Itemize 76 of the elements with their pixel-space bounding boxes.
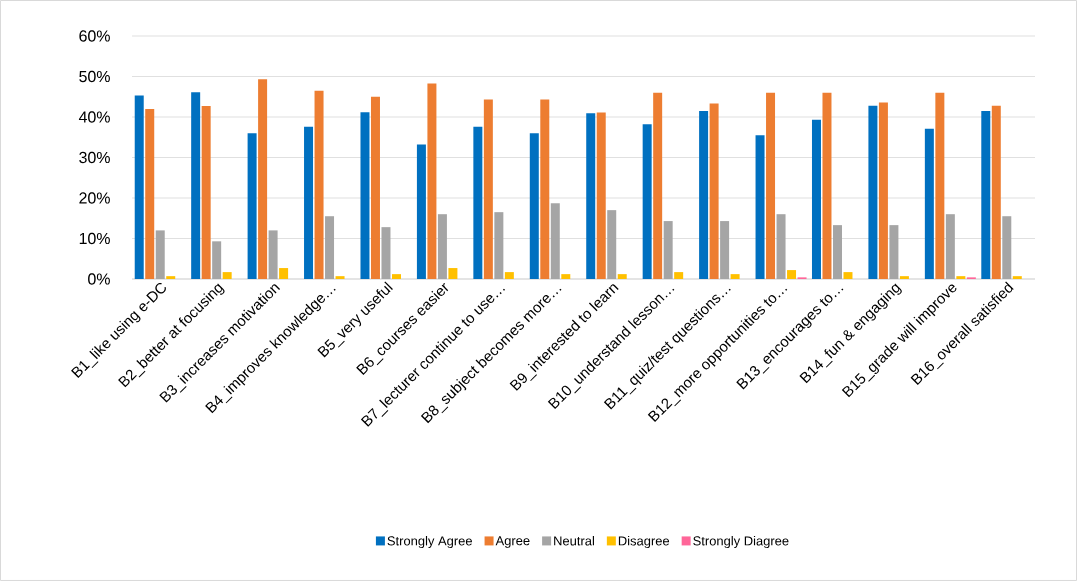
bar bbox=[494, 212, 504, 279]
bar bbox=[981, 110, 991, 279]
bar bbox=[268, 230, 278, 279]
bar bbox=[325, 216, 335, 279]
bar bbox=[561, 274, 571, 279]
bar bbox=[529, 133, 539, 279]
bar bbox=[437, 214, 447, 279]
bar bbox=[868, 105, 878, 279]
bar bbox=[550, 203, 560, 279]
legend-label: Agree bbox=[495, 536, 530, 548]
bar bbox=[304, 126, 314, 279]
bar bbox=[1012, 276, 1022, 279]
bar bbox=[653, 92, 663, 279]
bar bbox=[381, 227, 391, 279]
bar bbox=[427, 83, 437, 279]
bar bbox=[811, 119, 821, 279]
y-tick-label: 60% bbox=[79, 30, 110, 42]
legend-label: Disagree bbox=[618, 535, 670, 549]
bar bbox=[843, 272, 853, 279]
bar bbox=[832, 225, 842, 279]
bar bbox=[314, 90, 324, 279]
bar bbox=[607, 210, 617, 279]
y-tick-label: 20% bbox=[79, 192, 110, 204]
bar bbox=[1002, 216, 1012, 279]
bar bbox=[924, 128, 934, 279]
bar bbox=[166, 276, 176, 279]
bar bbox=[674, 272, 684, 279]
y-tick-label: 30% bbox=[79, 151, 110, 164]
y-tick-label: 50% bbox=[79, 70, 110, 83]
bar bbox=[134, 95, 144, 279]
y-tick-label: 10% bbox=[79, 232, 110, 245]
bar bbox=[787, 270, 797, 279]
bar bbox=[586, 113, 596, 279]
bar bbox=[991, 105, 1001, 279]
bar bbox=[191, 92, 201, 279]
bar bbox=[766, 92, 776, 279]
bar bbox=[335, 276, 345, 279]
bar bbox=[145, 108, 155, 279]
y-tick-label: 0% bbox=[88, 273, 110, 285]
bar bbox=[540, 99, 550, 279]
bar bbox=[247, 133, 257, 279]
bar bbox=[956, 276, 966, 279]
bar bbox=[370, 96, 380, 279]
bar bbox=[899, 276, 909, 279]
bar bbox=[822, 92, 832, 279]
bar bbox=[699, 110, 709, 279]
bar bbox=[483, 99, 493, 279]
bar bbox=[201, 106, 211, 279]
bar bbox=[663, 221, 673, 279]
bar bbox=[155, 230, 165, 279]
bar bbox=[878, 102, 888, 279]
bar bbox=[935, 92, 945, 279]
bar bbox=[617, 274, 627, 279]
legend-label: Strongly Diagree bbox=[693, 535, 789, 549]
bar bbox=[360, 112, 370, 279]
legend-label: Neutral bbox=[554, 535, 594, 546]
bar bbox=[504, 272, 514, 279]
bar bbox=[473, 126, 483, 279]
bar bbox=[945, 214, 955, 279]
bar bbox=[730, 274, 740, 279]
bar bbox=[258, 79, 268, 279]
legend-label: Strongly Agree bbox=[387, 535, 472, 549]
bar bbox=[889, 225, 899, 279]
bar bbox=[709, 103, 719, 279]
bar bbox=[448, 268, 458, 279]
bar bbox=[212, 241, 222, 279]
bar bbox=[776, 214, 786, 279]
bar bbox=[279, 268, 289, 279]
bar bbox=[755, 135, 765, 279]
y-tick-label: 40% bbox=[78, 111, 110, 123]
bar bbox=[596, 112, 606, 279]
bar bbox=[391, 274, 401, 279]
bar bbox=[720, 221, 730, 279]
bar bbox=[642, 124, 652, 279]
bar bbox=[222, 272, 232, 279]
bar bbox=[416, 144, 426, 279]
